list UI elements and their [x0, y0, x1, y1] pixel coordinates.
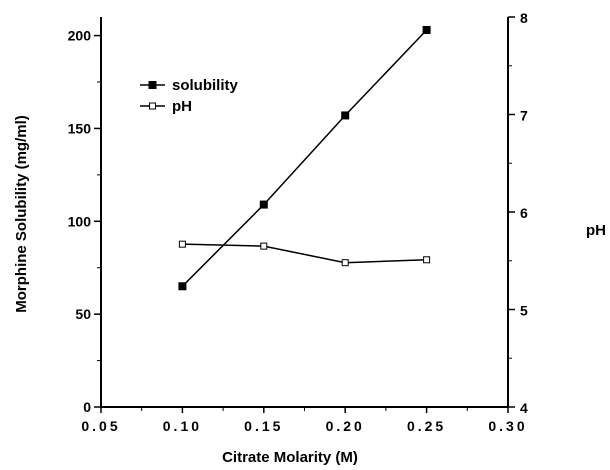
y-tick-label: 200 [68, 28, 92, 44]
x-tick-label: 0.10 [163, 418, 202, 434]
legend-marker [148, 81, 157, 89]
data-point [259, 200, 268, 209]
x-tick-label: 0.15 [244, 418, 283, 434]
data-point [178, 240, 186, 248]
data-point [423, 256, 431, 264]
y2-tick-label: 4 [520, 400, 528, 416]
y-tick-label: 100 [68, 213, 92, 229]
y2-tick-label: 6 [520, 205, 528, 221]
x-axis-label: Citrate Molarity (M) [222, 449, 358, 466]
series-line-0 [181, 29, 428, 287]
series-line-1 [182, 243, 427, 264]
y2-tick-label: 5 [520, 303, 528, 319]
data-point [178, 282, 187, 291]
x-tick-label: 0.05 [81, 418, 120, 434]
data-point [422, 26, 431, 34]
y-tick-label: 50 [75, 306, 91, 322]
data-point [341, 111, 350, 120]
legend: solubility pH [140, 77, 238, 115]
y-tick-label: 150 [68, 120, 92, 136]
y2-tick-label: 7 [520, 108, 528, 124]
legend-marker [149, 102, 156, 110]
x-tick-label: 0.25 [407, 418, 446, 434]
y2-axis-label: pH [586, 222, 606, 239]
y-axis-label: Morphine Solubility (mg/ml) [13, 115, 30, 313]
axes [100, 17, 509, 408]
ticks: 0.05 0.10 0.15 0.20 0.25 0.30 0 50 100 150 200 4 5 6 7… [68, 10, 528, 434]
data-point [341, 259, 349, 267]
x-tick-label: 0.30 [488, 418, 527, 434]
series [178, 26, 431, 291]
y2-tick-label: 8 [520, 10, 528, 26]
legend-label: solubility [172, 77, 238, 94]
x-tick-label: 0.20 [326, 418, 365, 434]
y-tick-label: 0 [83, 399, 91, 415]
data-point [260, 242, 268, 250]
legend-label: pH [172, 98, 192, 115]
